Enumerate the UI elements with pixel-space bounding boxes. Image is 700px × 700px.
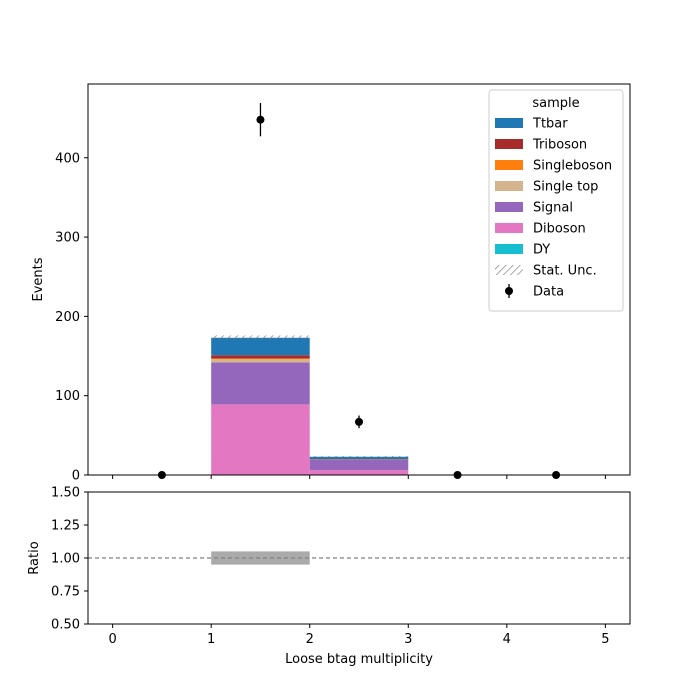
x-axis-label: Loose btag multiplicity xyxy=(285,652,433,667)
ratio-y-tick-label: 1.25 xyxy=(51,519,80,534)
legend-entry-stat-unc--label: Stat. Unc. xyxy=(533,264,597,279)
stat-unc-bin-2 xyxy=(309,455,409,458)
ratio-x-tick-label: 1 xyxy=(207,632,215,647)
x-axis-ticks xyxy=(112,475,606,479)
ratio-y-tick-label: 0.75 xyxy=(51,585,80,600)
main-plot: 0 100 200 300 400 Events sample Ttbar Triboso… xyxy=(31,83,631,484)
bar-single-top-bin-2 xyxy=(309,459,409,461)
ratio-x-tick-label: 5 xyxy=(601,632,609,647)
y-tick-label: 100 xyxy=(55,389,80,404)
bar-diboson-bin-2 xyxy=(309,470,409,475)
y-tick-label: 0 xyxy=(72,469,80,484)
legend-entry-singleboson-label: Singleboson xyxy=(533,159,612,174)
bar-single-top-bin-1 xyxy=(211,359,310,363)
bar-signal-bin-2 xyxy=(309,459,409,471)
y-tick-label: 300 xyxy=(55,231,80,246)
legend-entry-data-label: Data xyxy=(533,285,564,300)
legend-entry-ttbar-label: Ttbar xyxy=(532,117,568,132)
bar-signal-bin-1 xyxy=(211,362,310,405)
y-axis-ticks: 0 100 200 300 400 xyxy=(55,151,88,484)
ratio-y-tick-label: 1.00 xyxy=(51,552,80,567)
bar-diboson-bin-1 xyxy=(211,404,310,475)
ratio-plot-frame xyxy=(87,491,631,625)
ratio-y-tick-label: 1.50 xyxy=(51,486,80,501)
legend-entry-triboson-label: Triboson xyxy=(532,138,587,153)
ratio-x-axis-ticks: 0 1 2 3 4 5 xyxy=(108,624,610,647)
ratio-x-tick-label: 0 xyxy=(108,632,116,647)
main-plot-frame xyxy=(87,83,631,476)
legend-entry-single-top-label: Single top xyxy=(533,180,598,195)
data-point-1 xyxy=(256,115,265,124)
legend-entry-signal-label: Signal xyxy=(533,201,573,216)
legend-entry-single-top-swatch xyxy=(495,181,523,191)
ratio-x-tick-label: 2 xyxy=(306,632,314,647)
bar-ttbar-bin-2 xyxy=(309,456,409,460)
legend-entry-dy-swatch xyxy=(495,244,523,254)
y-tick-label: 400 xyxy=(55,151,80,166)
legend: sample Ttbar Triboson Singleboson Single to… xyxy=(488,89,624,312)
bar-ttbar-bin-1 xyxy=(211,337,310,356)
stacked-bars xyxy=(211,337,409,475)
stat-unc-bin-1 xyxy=(211,335,310,341)
ratio-x-tick-label: 3 xyxy=(404,632,412,647)
ratio-plot: 0.50 0.75 1.00 1.25 1.50 0 1 2 3 4 5 Ratio Loose … xyxy=(27,486,631,667)
legend-entry-data-marker xyxy=(505,287,513,295)
data-point-2 xyxy=(355,417,363,426)
ratio-y-tick-label: 0.50 xyxy=(51,618,80,633)
ratio-unc-band xyxy=(211,551,310,565)
legend-entry-dy-label: DY xyxy=(533,243,550,258)
ratio-y-axis-label: Ratio xyxy=(27,541,42,574)
legend-entry-ttbar-swatch xyxy=(495,118,523,128)
y-tick-label: 200 xyxy=(55,310,80,325)
legend-entry-triboson-swatch xyxy=(495,139,523,149)
legend-entry-signal-swatch xyxy=(495,202,523,212)
y-axis-label: Events xyxy=(31,257,46,301)
bar-singleboson-bin-1 xyxy=(211,358,310,360)
bar-triboson-bin-1 xyxy=(211,355,310,359)
ratio-unc-bin xyxy=(211,551,310,565)
legend-title: sample xyxy=(532,96,579,111)
legend-entry-stat-unc--swatch xyxy=(495,265,523,275)
ratio-x-tick-label: 4 xyxy=(503,632,511,647)
ratio-y-axis-ticks: 0.50 0.75 1.00 1.25 1.50 xyxy=(51,486,88,633)
legend-entry-diboson-label: Diboson xyxy=(533,222,586,237)
bar-triboson-bin-2 xyxy=(309,459,409,460)
stat-unc-band xyxy=(211,335,409,458)
legend-entries: Ttbar Triboson Singleboson Single top Signal… xyxy=(495,117,612,300)
legend-entry-singleboson-swatch xyxy=(495,160,523,170)
legend-entry-diboson-swatch xyxy=(495,223,523,233)
